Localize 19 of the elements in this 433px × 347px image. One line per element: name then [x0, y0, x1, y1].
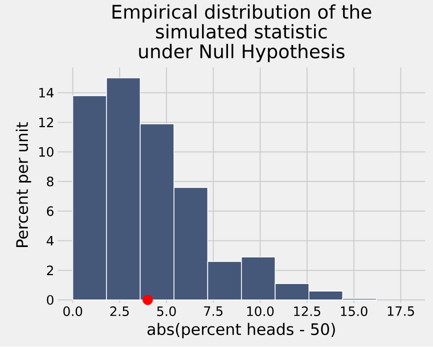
- y-axis-title: Percent per unit: [16, 122, 32, 248]
- y-tick-label: 12: [39, 118, 53, 128]
- x-tick-label: 2.5: [110, 306, 129, 316]
- x-axis-title: abs(percent heads - 50): [148, 323, 335, 338]
- y-tick-label: 0: [46, 295, 54, 306]
- y-tick-label: 14: [39, 88, 54, 98]
- x-tick-label: 15.0: [340, 306, 368, 316]
- y-tick-label: 10: [39, 147, 54, 158]
- y-tick-label: 4: [46, 236, 54, 246]
- x-tick-label: 10.0: [247, 306, 274, 316]
- x-tick-label: 12.5: [294, 306, 320, 316]
- chart-title: Empirical distribution of the simulated statistic under Null Hypothesis: [112, 4, 372, 62]
- x-tick-label: 7.5: [204, 306, 222, 316]
- y-tick-label: 2: [47, 266, 53, 276]
- x-tick-label: 17.5: [388, 306, 414, 316]
- x-tick-label: 0.0: [63, 306, 82, 316]
- y-tick-label: 8: [46, 176, 54, 187]
- y-tick-label: 6: [46, 206, 54, 216]
- x-tick-label: 5.0: [157, 306, 176, 316]
